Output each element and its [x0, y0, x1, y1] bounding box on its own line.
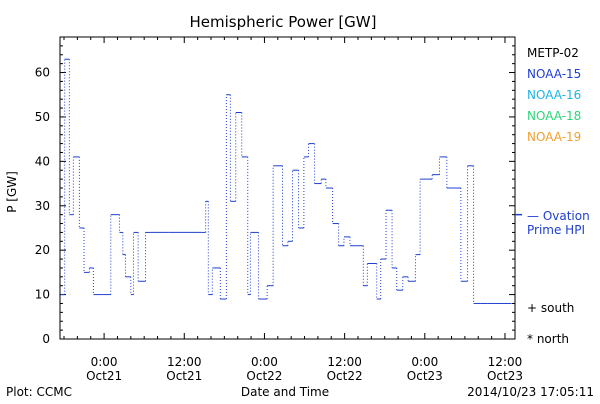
plot-series: [60, 58, 522, 304]
x-tick-label-date: Oct22: [246, 369, 282, 383]
y-axis-label: P [GW]: [5, 171, 19, 213]
chart-title: Hemispheric Power [GW]: [190, 13, 377, 31]
south-marker-label: + south: [527, 301, 574, 315]
footer-credit: Plot: CCMC: [6, 385, 72, 399]
y-tick-label: 40: [35, 154, 50, 168]
legend-entry: NOAA-16: [527, 88, 581, 102]
legend-entry: METP-02: [527, 46, 579, 60]
x-tick-label-time: 0:00: [251, 355, 278, 369]
north-marker-label: * north: [527, 332, 569, 346]
x-tick-label-time: 12:00: [327, 355, 362, 369]
ovation-label-line2: Prime HPI: [527, 223, 585, 237]
x-tick-label-time: 0:00: [91, 355, 118, 369]
y-tick-label: 60: [35, 66, 50, 80]
y-tick-label: 0: [42, 332, 50, 346]
x-tick-label-date: Oct21: [166, 369, 202, 383]
ovation-label: — Ovation: [527, 209, 590, 223]
x-axis-label: Date and Time: [241, 385, 329, 399]
x-tick-label-date: Oct23: [487, 369, 523, 383]
legend: METP-02 NOAA-15 NOAA-16 NOAA-18 NOAA-19 — Ova…: [527, 46, 590, 346]
x-tick-label-time: 12:00: [167, 355, 202, 369]
x-tick-label-date: Oct23: [407, 369, 443, 383]
footer-timestamp: 2014/10/23 17:05:11: [467, 385, 594, 399]
legend-entry: NOAA-18: [527, 109, 581, 123]
legend-entry: NOAA-19: [527, 130, 581, 144]
x-tick-label-time: 0:00: [411, 355, 438, 369]
y-tick-label: 50: [35, 110, 50, 124]
y-tick-label: 30: [35, 199, 50, 213]
x-tick-label-time: 12:00: [488, 355, 523, 369]
x-tick-label-date: Oct22: [327, 369, 363, 383]
y-tick-label: 20: [35, 243, 50, 257]
x-tick-label-date: Oct21: [86, 369, 122, 383]
y-tick-label: 10: [35, 288, 50, 302]
plot-frame: [59, 36, 516, 340]
legend-entry: NOAA-15: [527, 67, 581, 81]
axes: 01020304050600:00Oct2112:00Oct210:00Oct2…: [35, 36, 523, 383]
